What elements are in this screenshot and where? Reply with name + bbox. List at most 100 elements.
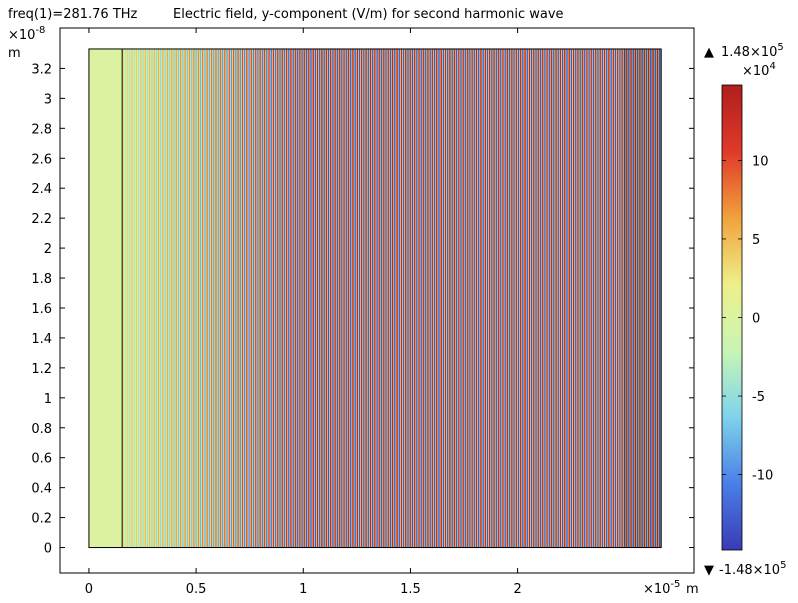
field-stripe [334,48,336,548]
field-stripe [150,48,152,548]
field-stripe [613,48,615,548]
field-stripe [608,48,610,548]
field-stripe [340,48,342,548]
field-stripe [488,48,491,548]
field-stripe [532,48,534,548]
x-tick-label: 0 [85,582,93,597]
field-stripe [147,48,149,548]
field-stripe [603,48,605,548]
y-tick-label: 3.2 [31,62,52,77]
field-stripe [150,48,152,548]
field-stripe [295,48,297,548]
field-stripe [453,48,456,548]
field-stripe [220,48,222,548]
field-stripe [495,48,497,548]
field-stripe [316,48,318,548]
field-stripe [492,48,494,548]
field-stripe [579,48,581,548]
field-stripe [151,48,153,548]
field-stripe [269,48,271,548]
field-stripe [430,48,432,548]
field-stripe [481,48,484,548]
field-stripe [405,48,407,548]
field-stripe [306,48,308,548]
field-stripe [441,48,443,548]
field-stripe [400,48,402,548]
field-stripe [401,48,403,548]
field-stripe [647,48,649,548]
field-stripe [525,48,527,548]
field-stripe [199,48,201,548]
field-stripe [206,48,208,548]
x-axis-multiplier: ×10-5 [643,579,680,597]
field-stripe [367,48,369,548]
field-stripe [343,48,345,548]
field-stripe [569,48,571,548]
field-stripe [440,48,442,548]
field-stripe [472,48,474,548]
field-stripe [141,48,143,548]
field-tail-shade [624,48,662,548]
field-stripe [499,48,501,548]
field-stripe [615,48,617,548]
field-stripe [231,48,233,548]
field-stripe [205,48,207,548]
field-stripe [180,48,183,548]
field-stripe [282,48,284,548]
field-stripe [502,48,505,548]
field-stripe [339,48,341,548]
field-stripe [130,48,132,548]
field-stripe [285,48,287,548]
field-stripe [279,48,281,548]
field-stripe [363,48,365,548]
field-stripe [335,48,337,548]
field-stripe [212,48,214,548]
field-stripe [394,48,396,548]
field-stripe [296,48,298,548]
field-stripe [507,48,509,548]
field-stripe [470,48,472,548]
y-tick-label: 1.6 [31,302,52,317]
field-stripe [386,48,388,548]
field-stripe [646,48,648,548]
field-stripe [122,48,124,548]
field-stripe [638,48,640,548]
field-stripe [299,48,302,548]
field-stripe [559,48,561,548]
field-stripe [342,48,344,548]
chart-title: Electric field, y-component (V/m) for se… [173,7,564,22]
field-stripe [207,48,209,548]
field-stripe [232,48,234,548]
field-stripe [530,48,532,548]
field-stripe [235,48,237,548]
field-stripe [637,48,639,548]
field-stripe [277,48,279,548]
field-stripe [650,48,652,548]
field-stripe [294,48,296,548]
field-stripe [253,48,255,548]
field-stripe [640,48,642,548]
field-stripe [271,48,273,548]
field-stripe [562,48,564,548]
field-stripe [164,48,166,548]
field-stripe [545,48,547,548]
field-stripe [194,48,197,548]
field-stripe [237,48,239,548]
field-stripe [178,48,180,548]
field-stripe [257,48,260,548]
field-stripe [436,48,438,548]
field-stripe [519,48,521,548]
field-stripe [276,48,278,548]
field-stripe [467,48,470,548]
y-axis-unit: m [8,46,21,61]
field-stripe [126,48,128,548]
field-stripe [554,48,556,548]
field-stripe [594,48,596,548]
field-stripe [556,48,558,548]
field-stripe [655,48,657,548]
field-stripe [656,48,658,548]
field-stripe [617,48,619,548]
field-stripe [483,48,485,548]
field-stripe [304,48,306,548]
field-stripe [157,48,159,548]
